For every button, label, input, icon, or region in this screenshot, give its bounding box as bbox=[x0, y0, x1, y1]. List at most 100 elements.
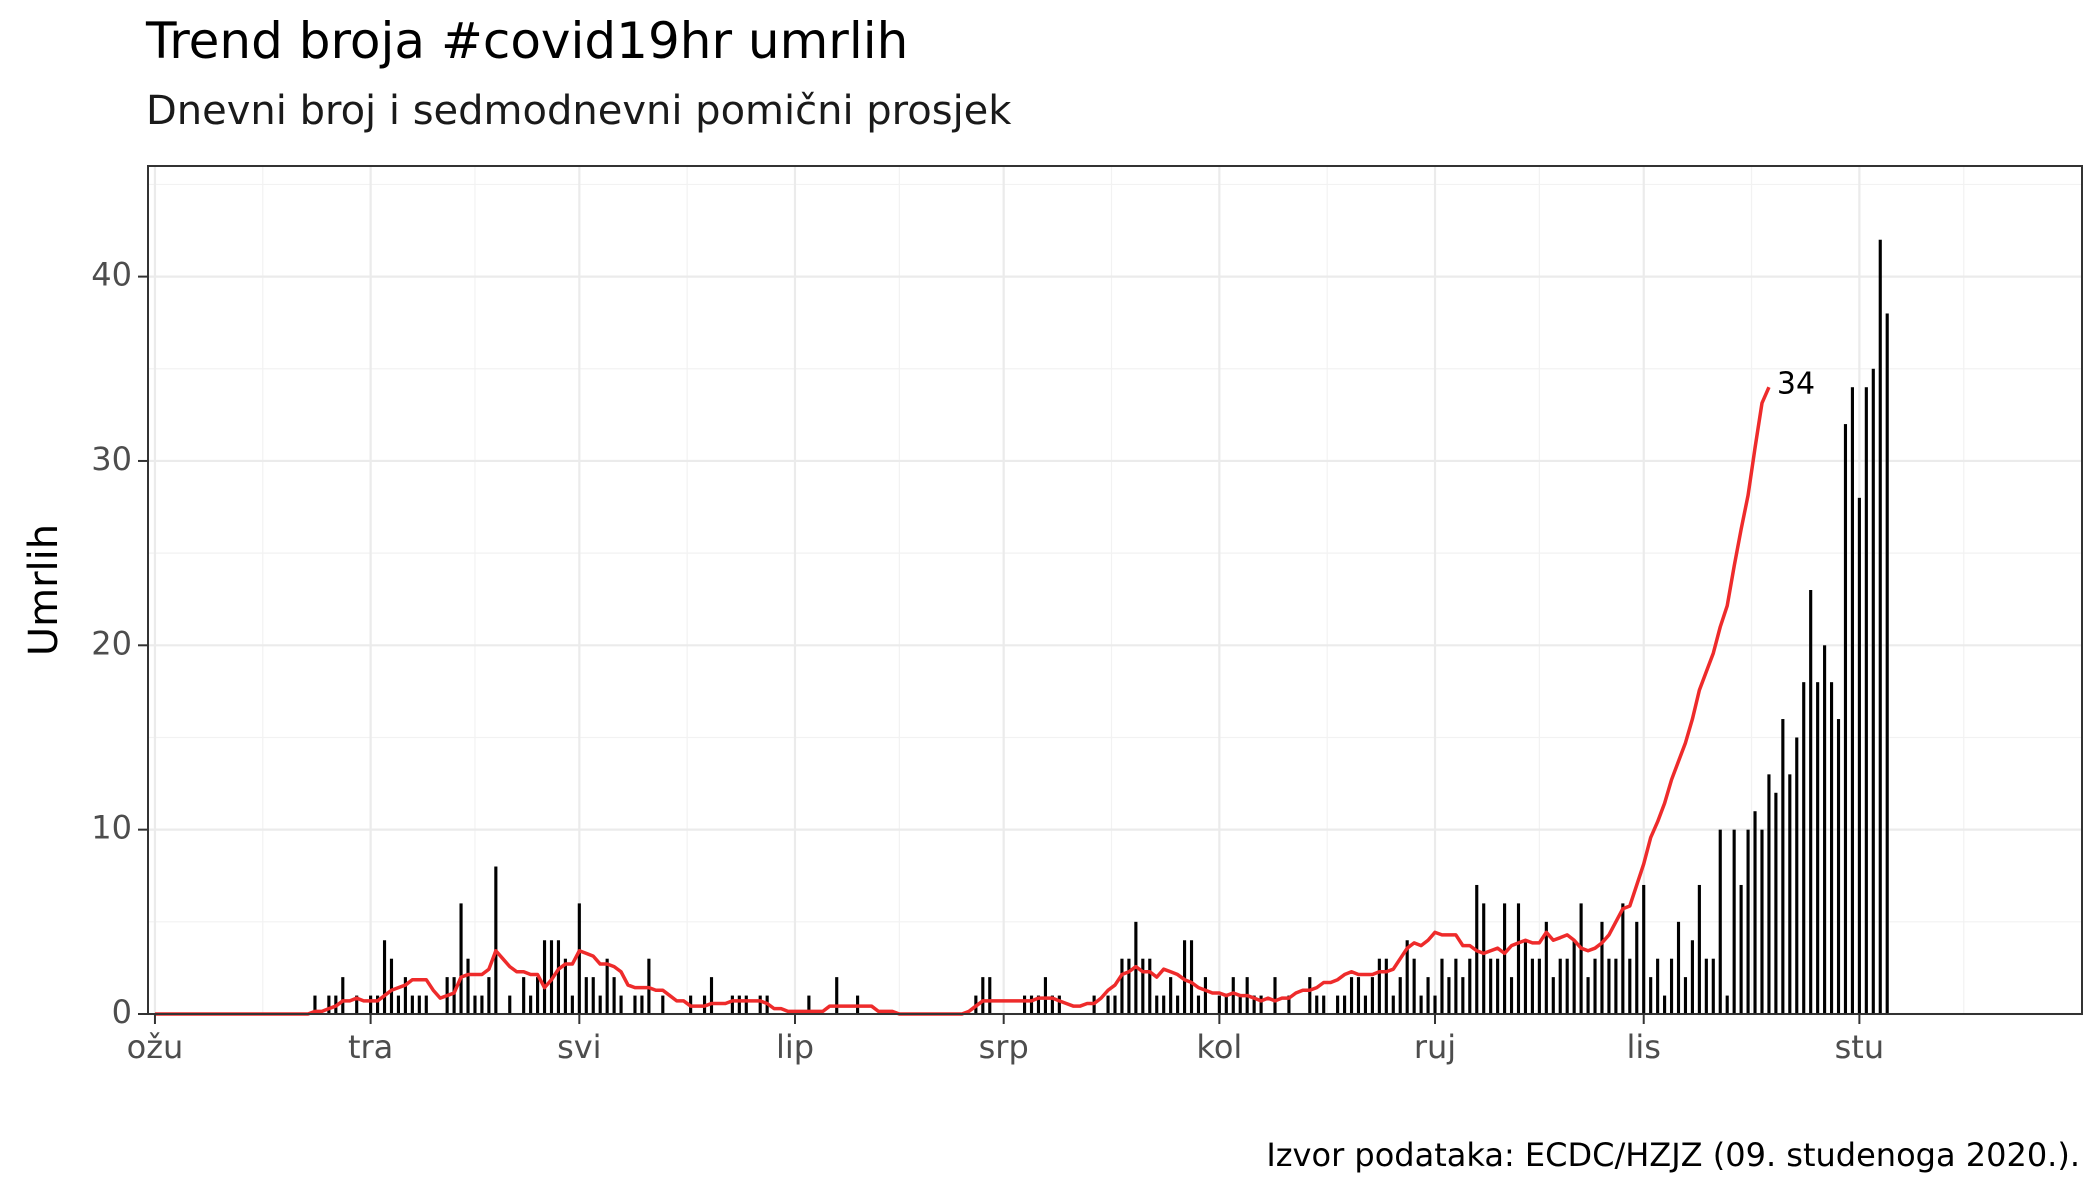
daily-deaths-bar bbox=[1593, 958, 1597, 1014]
daily-deaths-bar bbox=[1871, 368, 1875, 1014]
daily-deaths-bar bbox=[417, 995, 421, 1014]
daily-deaths-bar bbox=[355, 995, 359, 1014]
daily-deaths-bar bbox=[1864, 387, 1868, 1015]
daily-deaths-bar bbox=[1551, 977, 1555, 1014]
daily-deaths-bar bbox=[1607, 958, 1611, 1014]
daily-deaths-bar bbox=[1196, 995, 1201, 1014]
daily-deaths-bar bbox=[598, 995, 602, 1014]
x-axis: ožu tra svi lip srp kol ruj lis stu bbox=[127, 1014, 1884, 1066]
daily-deaths-bar bbox=[1412, 958, 1416, 1014]
y-axis: 0 10 20 30 40 bbox=[91, 256, 148, 1031]
daily-deaths-bar bbox=[424, 995, 428, 1014]
daily-deaths-bar bbox=[459, 903, 463, 1014]
daily-deaths-bar bbox=[835, 977, 839, 1014]
daily-deaths-bar bbox=[988, 977, 992, 1014]
daily-deaths-bar bbox=[1544, 921, 1548, 1014]
daily-deaths-bar bbox=[1739, 884, 1743, 1014]
daily-deaths-bar bbox=[1579, 903, 1583, 1014]
data-source-caption: Izvor podataka: ECDC/HZJZ (09. studenoga… bbox=[1266, 1136, 2080, 1174]
daily-deaths-bar bbox=[1183, 940, 1187, 1014]
daily-deaths-bar bbox=[1802, 682, 1806, 1014]
daily-deaths-bar bbox=[452, 977, 456, 1014]
daily-deaths-bar bbox=[1419, 995, 1423, 1014]
daily-deaths-bar bbox=[1711, 958, 1715, 1014]
daily-deaths-bar bbox=[382, 940, 387, 1014]
x-tick-label: ruj bbox=[1414, 1028, 1456, 1066]
daily-deaths-bar bbox=[1482, 903, 1486, 1014]
daily-deaths-bar bbox=[1155, 995, 1159, 1014]
daily-deaths-bar bbox=[1113, 995, 1117, 1014]
daily-deaths-bar bbox=[1468, 958, 1472, 1014]
daily-deaths-bar bbox=[508, 995, 512, 1014]
daily-deaths-bar bbox=[1398, 977, 1402, 1014]
daily-deaths-bar bbox=[1635, 921, 1639, 1014]
daily-deaths-bar bbox=[1029, 995, 1034, 1014]
daily-deaths-bar bbox=[1725, 995, 1729, 1014]
daily-deaths-bar bbox=[577, 903, 581, 1014]
daily-deaths-bar bbox=[1057, 995, 1061, 1014]
daily-deaths-bar bbox=[1816, 682, 1820, 1014]
daily-deaths-bar bbox=[1537, 958, 1541, 1014]
daily-deaths-bar bbox=[1829, 682, 1834, 1014]
y-axis-title: Umrlih bbox=[21, 524, 67, 656]
daily-deaths-bar bbox=[1189, 940, 1194, 1014]
daily-deaths-bar bbox=[1315, 995, 1319, 1014]
daily-deaths-bar bbox=[1370, 977, 1374, 1014]
y-tick-label: 30 bbox=[91, 440, 132, 478]
daily-deaths-bar bbox=[1600, 921, 1604, 1014]
chart-title: Trend broja #covid19hr umrlih bbox=[146, 12, 909, 70]
daily-deaths-bar bbox=[1690, 940, 1694, 1014]
daily-deaths-bar bbox=[522, 977, 526, 1014]
daily-deaths-bar bbox=[1663, 995, 1667, 1014]
daily-deaths-bar bbox=[1148, 958, 1152, 1014]
daily-deaths-bar bbox=[1217, 995, 1221, 1014]
daily-deaths-bar bbox=[1363, 995, 1368, 1014]
daily-deaths-bar bbox=[369, 995, 373, 1014]
daily-deaths-bar bbox=[1176, 995, 1180, 1014]
daily-deaths-bar bbox=[612, 977, 616, 1014]
daily-deaths-bar bbox=[1795, 737, 1799, 1014]
daily-deaths-bar bbox=[1141, 958, 1145, 1014]
daily-deaths-bar bbox=[1683, 977, 1688, 1014]
daily-deaths-bar bbox=[1565, 958, 1569, 1014]
daily-deaths-bar bbox=[1349, 977, 1354, 1014]
daily-deaths-bar bbox=[1391, 995, 1395, 1014]
daily-deaths-bar bbox=[1273, 977, 1277, 1014]
daily-deaths-bar bbox=[1656, 958, 1660, 1014]
daily-deaths-bar bbox=[480, 995, 484, 1014]
daily-deaths-bar bbox=[1746, 829, 1750, 1014]
x-tick-label: lis bbox=[1626, 1028, 1660, 1066]
daily-deaths-bar bbox=[1203, 977, 1207, 1014]
chart-subtitle: Dnevni broj i sedmodnevni pomični prosje… bbox=[146, 88, 1012, 134]
daily-deaths-bar bbox=[376, 995, 380, 1014]
daily-deaths-bar bbox=[1252, 995, 1256, 1014]
daily-deaths-bar bbox=[737, 995, 741, 1014]
daily-deaths-bar bbox=[1043, 977, 1047, 1014]
daily-deaths-bar bbox=[494, 866, 498, 1014]
daily-deaths-bar bbox=[758, 995, 762, 1014]
daily-deaths-bar bbox=[396, 995, 401, 1014]
daily-deaths-bar bbox=[1127, 958, 1131, 1014]
daily-deaths-bar bbox=[313, 995, 317, 1014]
x-tick-label: svi bbox=[557, 1028, 602, 1066]
daily-deaths-bar bbox=[1774, 792, 1778, 1014]
daily-deaths-bar bbox=[1454, 958, 1458, 1014]
daily-deaths-bar bbox=[981, 977, 985, 1014]
daily-deaths-bar bbox=[619, 995, 623, 1014]
daily-deaths-bar bbox=[640, 995, 644, 1014]
plot-panel-background bbox=[148, 166, 2082, 1014]
daily-deaths-bar bbox=[466, 958, 470, 1014]
daily-deaths-bar bbox=[1461, 977, 1465, 1014]
daily-deaths-bar bbox=[1850, 387, 1854, 1015]
latest-average-label: 34 bbox=[1777, 367, 1815, 402]
daily-deaths-bar bbox=[1614, 958, 1618, 1014]
daily-deaths-bar bbox=[327, 995, 331, 1014]
daily-deaths-bar bbox=[1287, 995, 1291, 1014]
daily-deaths-bar bbox=[563, 958, 567, 1014]
y-tick-label: 20 bbox=[91, 624, 132, 662]
daily-deaths-bar bbox=[1885, 313, 1889, 1015]
daily-deaths-bar bbox=[536, 977, 540, 1014]
daily-deaths-bar bbox=[1426, 977, 1430, 1014]
daily-deaths-bar bbox=[605, 958, 609, 1014]
